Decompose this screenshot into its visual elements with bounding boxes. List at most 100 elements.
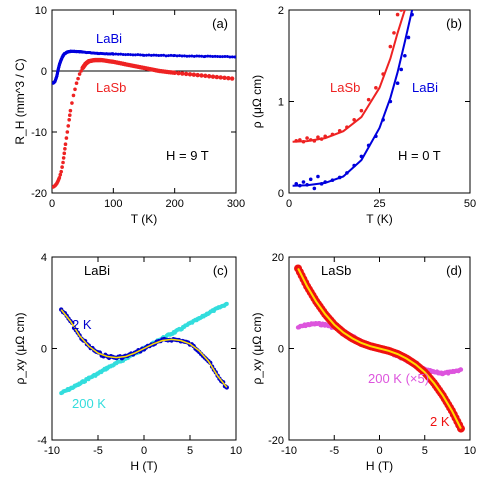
x-tick-label: 0 bbox=[286, 198, 292, 210]
x-axis-label: H (T) bbox=[130, 459, 157, 473]
x-tick-label: -5 bbox=[329, 445, 339, 457]
data-point bbox=[222, 75, 227, 80]
data-point bbox=[218, 75, 223, 80]
plot-area bbox=[52, 49, 236, 189]
data-point bbox=[131, 53, 135, 57]
y-tick-label: 1 bbox=[278, 97, 284, 109]
data-point bbox=[316, 174, 320, 179]
data-point bbox=[126, 53, 130, 57]
panel-label: (a) bbox=[212, 16, 228, 31]
data-point bbox=[374, 85, 378, 90]
data-point bbox=[169, 53, 173, 57]
data-point bbox=[226, 75, 231, 81]
data-point bbox=[154, 53, 158, 57]
data-point bbox=[111, 52, 115, 56]
data-point bbox=[175, 54, 179, 58]
data-point bbox=[63, 146, 67, 151]
data-point bbox=[395, 12, 400, 17]
plot-area bbox=[292, 10, 414, 191]
data-point bbox=[62, 151, 67, 156]
panel-label: (d) bbox=[446, 263, 462, 278]
chart-panel-1: 0 100 200 300 -20 -10 0 10 T (K) R_H (mm^3 / C) La… bbox=[13, 5, 245, 226]
data-point bbox=[359, 154, 364, 159]
y-tick-label: -20 bbox=[268, 435, 284, 447]
data-point bbox=[298, 138, 302, 142]
data-point bbox=[76, 76, 80, 81]
data-point bbox=[388, 44, 393, 49]
data-point bbox=[65, 130, 70, 134]
data-point bbox=[180, 54, 184, 58]
data-point bbox=[203, 54, 207, 58]
y-tick-label: -4 bbox=[37, 435, 47, 447]
x-tick-label: 10 bbox=[464, 445, 476, 457]
x-tick-label: 0 bbox=[141, 445, 147, 457]
data-point bbox=[63, 142, 68, 146]
data-point bbox=[77, 72, 82, 76]
fit-line bbox=[292, 10, 414, 187]
data-point bbox=[403, 53, 407, 58]
data-point bbox=[395, 81, 400, 85]
plot-frame bbox=[288, 9, 471, 194]
data-point bbox=[410, 12, 414, 17]
data-point bbox=[345, 171, 349, 175]
y-tick-label: 0 bbox=[41, 66, 47, 78]
data-point bbox=[228, 55, 232, 59]
data-point bbox=[316, 135, 320, 139]
data-point bbox=[57, 175, 62, 180]
panel-label: (b) bbox=[446, 16, 462, 31]
data-point bbox=[60, 165, 64, 169]
x-tick-label: 10 bbox=[230, 445, 242, 457]
data-point bbox=[312, 139, 317, 143]
data-point bbox=[221, 55, 225, 59]
data-point bbox=[323, 180, 328, 184]
data-point bbox=[192, 54, 196, 58]
x-tick-label: 5 bbox=[187, 445, 193, 457]
x-axis-label: T (K) bbox=[131, 212, 157, 226]
y-tick-label: 0 bbox=[278, 344, 284, 356]
data-point bbox=[58, 172, 63, 177]
data-point bbox=[399, 67, 404, 72]
data-point bbox=[216, 55, 220, 59]
data-point bbox=[298, 183, 302, 188]
data-point bbox=[229, 76, 235, 81]
data-point bbox=[301, 180, 306, 184]
data-point bbox=[129, 53, 133, 57]
data-point bbox=[61, 156, 66, 160]
chart-panel-4: -10 -5 0 5 10 -20 0 20 H (T) ρ_xy (μΩ cm) LaSb 2 K 2… bbox=[250, 252, 476, 473]
x-axis-label: H (T) bbox=[366, 459, 393, 473]
data-point bbox=[187, 72, 193, 77]
data-point bbox=[223, 54, 227, 58]
data-point bbox=[366, 143, 371, 148]
data-point bbox=[214, 74, 220, 80]
annotation: H = 0 T bbox=[398, 148, 441, 163]
data-point bbox=[138, 53, 142, 57]
data-point bbox=[294, 182, 299, 186]
x-tick-label: -10 bbox=[281, 445, 297, 457]
data-point bbox=[133, 53, 137, 57]
data-point bbox=[218, 55, 222, 59]
data-point bbox=[79, 69, 83, 73]
y-tick-label: 0 bbox=[278, 188, 284, 200]
data-point bbox=[308, 138, 313, 142]
data-point bbox=[121, 52, 125, 56]
data-point bbox=[142, 53, 146, 57]
y-tick-label: -10 bbox=[31, 127, 47, 139]
data-point bbox=[119, 52, 123, 56]
series-label: LaSb bbox=[330, 80, 360, 95]
data-point bbox=[330, 178, 335, 182]
y-tick-label: 4 bbox=[41, 252, 47, 264]
data-point bbox=[458, 367, 464, 372]
data-point bbox=[312, 186, 317, 191]
y-axis-label: ρ (μΩ cm) bbox=[250, 75, 264, 128]
data-point bbox=[392, 31, 396, 35]
data-point bbox=[116, 52, 120, 56]
data-point bbox=[337, 175, 342, 180]
x-tick-label: 300 bbox=[227, 198, 245, 210]
data-point bbox=[301, 139, 306, 144]
data-point bbox=[67, 113, 72, 118]
x-tick-label: 50 bbox=[464, 198, 476, 210]
data-point bbox=[61, 160, 65, 165]
data-point bbox=[225, 55, 229, 59]
data-point bbox=[71, 93, 76, 98]
